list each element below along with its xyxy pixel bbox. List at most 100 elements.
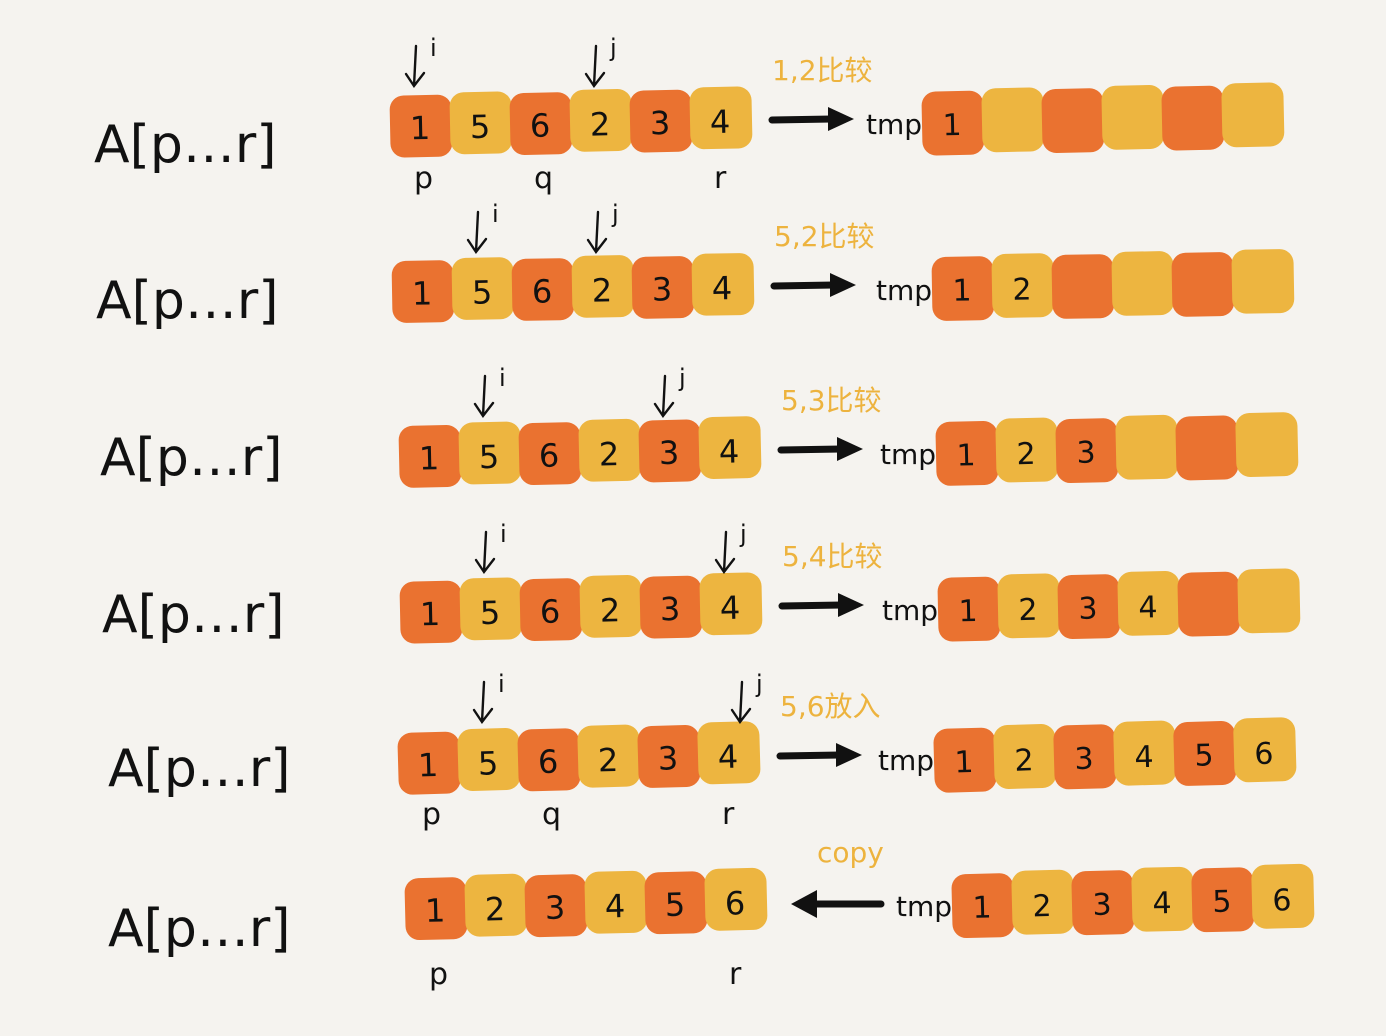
arrow-right-icon [777,445,845,454]
tmp-cell [1175,415,1239,481]
i-pointer-label: i [500,520,507,548]
j-pointer-label: j [609,34,617,62]
tmp-cell [1051,254,1115,319]
tmp-cell [1233,717,1297,783]
i-pointer-arrow [474,530,496,575]
tmp-cell [1111,251,1175,316]
tmp-cells: 1 [921,82,1285,156]
tmp-value: 3 [1078,591,1098,626]
pointer-q: q [534,161,553,196]
arrow-right-icon [778,601,846,610]
array-value: 2 [589,105,610,143]
array-value: 1 [410,109,431,147]
tmp-cells: 1 2 3 4 [937,568,1301,642]
tmp-cell [991,253,1055,318]
j-pointer-arrow [584,44,606,89]
row-label: A[p…r] [108,739,291,799]
tmp-value: 2 [1032,889,1052,924]
array-cell [697,721,761,785]
array-value: 4 [719,589,740,627]
array-cell [584,870,648,934]
arrow-head [838,593,864,617]
row-4: A[p…r] 1 5 6 2 3 4 i j 5,4比较 tmp 1 2 3 4 [102,520,1301,645]
tmp-value: 1 [972,890,992,925]
array-value: 2 [598,435,619,473]
array-cell [464,873,528,937]
tmp-cell [1113,720,1177,786]
tmp-cell [951,873,1015,939]
array-value: 3 [544,888,565,926]
arrow-head [830,273,856,297]
step-note: 5,3比较 [781,384,882,417]
tmp-value: 2 [1014,743,1034,779]
j-pointer-label: j [739,520,747,548]
i-pointer-arrow [404,44,426,89]
tmp-cell [1115,414,1179,480]
tmp-value: 3 [1076,435,1096,470]
tmp-cells: 1 2 3 [935,412,1299,486]
tmp-cell [1057,574,1121,639]
arrow-head [828,107,854,131]
array-value: 1 [420,595,441,633]
row-label: A[p…r] [108,899,291,959]
tmp-cell [997,573,1061,639]
j-pointer-arrow [730,680,752,725]
tmp-cell [1101,84,1165,150]
tmp-value: 6 [1254,737,1274,773]
array-value: 1 [424,891,445,929]
tmp-cell [995,417,1059,483]
step-note: 5,2比较 [774,220,875,253]
i-pointer-label: i [499,364,506,392]
array-cell [511,258,575,321]
tmp-value: 2 [1016,437,1036,472]
tmp-cells: 1 2 3 4 5 6 [951,863,1315,939]
arrow-right-icon [768,115,836,124]
i-pointer-arrow [473,374,495,419]
array-value: 2 [597,741,618,780]
array-value: 3 [652,270,673,308]
tmp-value: 1 [942,108,962,143]
array-cell [569,88,633,152]
array-value: 4 [717,738,738,777]
array-value: 4 [709,103,730,141]
array-cell [519,578,583,641]
tmp-label: tmp [882,594,938,627]
tmp-cell [1177,571,1241,637]
array-cell [698,416,762,479]
tmp-cell [937,576,1001,642]
array-value: 3 [658,434,679,472]
array-value: 5 [480,594,501,632]
array-cell [524,874,588,938]
array-value: 1 [418,439,439,477]
j-pointer-label: j [611,200,619,228]
pointer-p: p [414,161,433,196]
tmp-cell [933,727,997,793]
tmp-cells: 1 2 3 4 5 6 [933,717,1297,793]
array-value: 6 [538,436,559,474]
tmp-cell [1173,720,1237,786]
tmp-value: 4 [1138,590,1158,625]
array-cell [458,421,522,485]
row-label: A[p…r] [96,271,279,331]
array-cell [644,871,708,935]
array-value: 6 [537,743,558,782]
pointer-p: p [422,797,441,832]
tmp-value: 3 [1074,742,1094,778]
j-pointer-arrow [653,374,675,419]
array-value: 4 [604,887,625,925]
i-pointer-label: i [430,34,437,62]
tmp-cell [1011,869,1075,935]
tmp-cell [931,256,995,321]
array-cell [638,419,702,483]
array-cell [399,580,463,644]
array-value: 5 [472,273,493,311]
arrow-right-icon [770,281,838,290]
array-value: 6 [532,272,553,310]
